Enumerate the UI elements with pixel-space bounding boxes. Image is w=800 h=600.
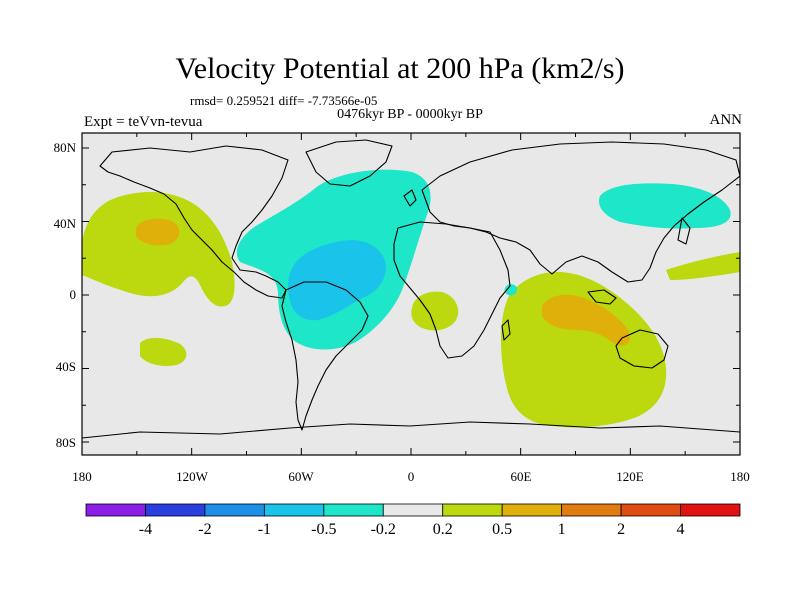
lon-label-120e: 120E xyxy=(616,469,644,484)
colorbar-level-label: -0.2 xyxy=(371,521,396,538)
coastlines xyxy=(82,139,740,439)
colorbar-swatch xyxy=(382,503,444,517)
coastline-greenland xyxy=(305,139,393,187)
lat-label-40n: 40N xyxy=(54,216,77,231)
colorbar-level-label: 4 xyxy=(677,521,685,538)
colorbar-swatch xyxy=(323,503,384,517)
lon-label-180-right: 180 xyxy=(730,469,750,484)
coastline-australia xyxy=(615,329,669,369)
lat-label-0: 0 xyxy=(70,287,77,302)
colorbar-level-label: -0.5 xyxy=(311,521,336,538)
coastline-japan xyxy=(677,217,691,245)
lon-label-60w: 60W xyxy=(288,469,314,484)
season-label: ANN xyxy=(709,112,743,128)
colorbar-swatch xyxy=(204,503,265,517)
coastline-africa xyxy=(393,221,511,359)
colorbar-level-label: -2 xyxy=(198,521,211,538)
coastline-south-america xyxy=(281,281,369,431)
colorbar-swatch xyxy=(680,503,741,517)
period-label: 0476kyr BP - 0000kyr BP xyxy=(337,107,483,122)
colorbar-level-label: -4 xyxy=(139,521,152,538)
colorbar-swatch xyxy=(85,503,146,517)
lat-label-40s: 40S xyxy=(56,359,76,374)
contour-fields xyxy=(82,139,740,439)
colorbar-level-label: 0.2 xyxy=(433,521,453,538)
stats-line: rmsd= 0.259521 diff= -7.73566e-05 xyxy=(190,93,378,108)
colorbar-swatch xyxy=(501,503,563,517)
pos-medium-region-pacific xyxy=(136,218,180,246)
lon-label-0: 0 xyxy=(408,469,415,484)
colorbar-level-label: 0.5 xyxy=(492,521,512,538)
lat-label-80n: 80N xyxy=(54,140,77,155)
pos-region-south-atlantic xyxy=(411,291,459,331)
axis-ticks xyxy=(81,133,741,455)
pos-region-western-pacific xyxy=(666,252,740,280)
coastline-british-isles xyxy=(403,189,417,207)
lat-label-80s: 80S xyxy=(56,435,76,450)
coastline-antarctica xyxy=(82,421,740,439)
coastline-indonesia xyxy=(587,289,617,305)
pos-region-northeast-pacific xyxy=(82,191,235,307)
neg-medium-region-tropical-atlantic xyxy=(288,240,386,321)
colorbar-level-label: -1 xyxy=(258,521,271,538)
lon-label-120w: 120W xyxy=(176,469,209,484)
experiment-label: Expt = teVvn-tevua xyxy=(84,114,203,130)
neg-region-north-pacific xyxy=(598,183,731,229)
pos-medium-region-indian-ocean xyxy=(542,294,630,346)
colorbar-swatch xyxy=(263,503,325,517)
colorbar-swatch xyxy=(145,503,206,517)
coastline-eurasia xyxy=(421,141,740,283)
coastline-north-america xyxy=(99,145,289,299)
colorbar: -4 -2 -1 -0.5 -0.2 0.2 0.5 1 2 4 xyxy=(85,503,741,538)
colorbar-level-label: 1 xyxy=(558,521,566,538)
pos-region-southeast-pacific xyxy=(140,337,187,366)
plot-title: Velocity Potential at 200 hPa (km2/s) xyxy=(175,52,625,85)
coastline-madagascar xyxy=(501,319,511,341)
colorbar-swatch xyxy=(561,503,622,517)
colorbar-level-label: 2 xyxy=(617,521,625,538)
neg-region-arabian-sea xyxy=(504,284,518,296)
lon-label-60e: 60E xyxy=(511,469,532,484)
lon-label-180-left: 180 xyxy=(72,469,92,484)
colorbar-swatch xyxy=(442,503,503,517)
colorbar-swatch xyxy=(620,503,681,517)
